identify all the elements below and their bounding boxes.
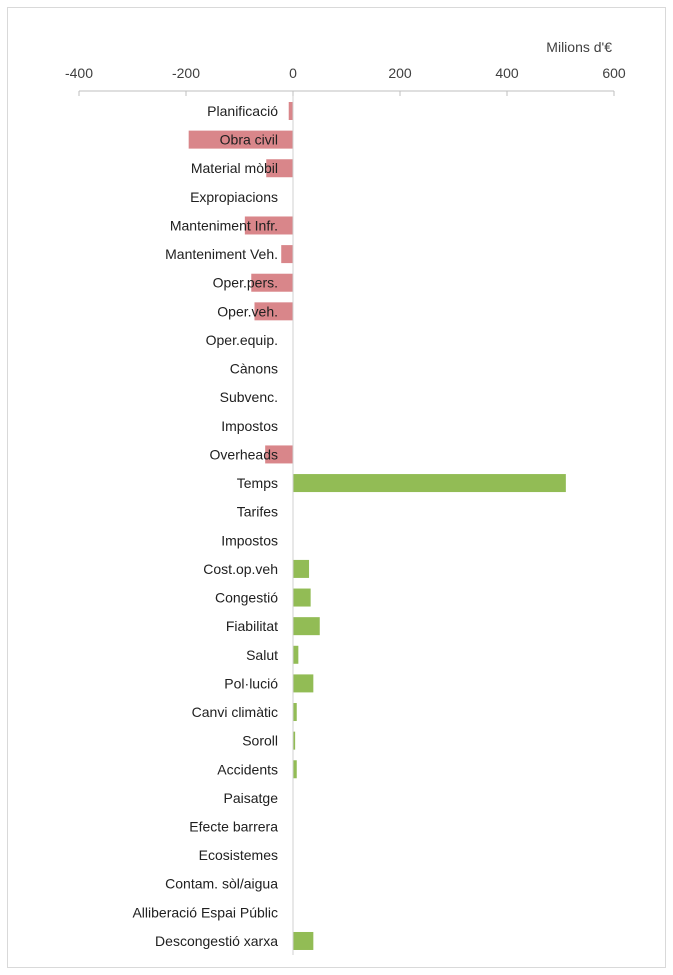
- category-label: Accidents: [217, 761, 278, 777]
- category-label: Temps: [237, 475, 278, 491]
- bar: [254, 302, 293, 321]
- category-label: Expropiacions: [190, 189, 278, 205]
- bar: [293, 588, 311, 607]
- category-label: Paisatge: [224, 790, 279, 806]
- category-label: Planificació: [207, 103, 278, 119]
- bar: [188, 130, 293, 149]
- category-label: Alliberació Espai Públic: [132, 904, 278, 920]
- category-label: Efecte barrera: [189, 819, 278, 835]
- category-label: Contam. sòl/aigua: [165, 876, 278, 892]
- x-tick-label: 600: [602, 65, 626, 81]
- bar: [288, 102, 293, 120]
- category-label: Ecosistemes: [199, 847, 278, 863]
- category-label: Cànons: [230, 361, 278, 377]
- bar: [293, 703, 297, 722]
- category-label: Material mòbil: [191, 160, 278, 176]
- category-label: Manteniment Infr.: [170, 217, 278, 233]
- x-tick-label: 200: [388, 65, 412, 81]
- category-label: Overheads: [210, 446, 278, 462]
- bar: [293, 645, 299, 664]
- bar: [281, 245, 293, 264]
- category-label: Impostos: [221, 532, 278, 548]
- category-label: Tarifes: [237, 504, 278, 520]
- bar: [266, 159, 293, 178]
- bar: [251, 273, 293, 292]
- bar: [293, 931, 314, 950]
- category-label: Soroll: [242, 733, 278, 749]
- x-tick-label: 0: [289, 65, 297, 81]
- x-tick-label: -400: [65, 65, 93, 81]
- bar: [293, 674, 314, 693]
- category-label: Subvenc.: [220, 389, 278, 405]
- bars: [188, 102, 566, 950]
- category-label: Congestió: [215, 590, 278, 606]
- bar: [293, 474, 566, 493]
- category-label: Manteniment Veh.: [165, 246, 278, 262]
- category-label: Salut: [246, 647, 278, 663]
- category-labels: Planificació Obra civil Material mòbil Expr…: [132, 103, 278, 949]
- category-label: Oper.pers.: [213, 275, 278, 291]
- bar: [293, 731, 296, 750]
- category-label: Obra civil: [220, 132, 278, 148]
- bar: [293, 559, 310, 578]
- category-label: Canvi climàtic: [192, 704, 278, 720]
- bar: [244, 216, 293, 235]
- bar: [265, 445, 293, 464]
- category-label: Impostos: [221, 418, 278, 434]
- category-label: Oper.equip.: [206, 332, 278, 348]
- unit-label: Milions d'€: [546, 39, 612, 55]
- category-label: Fiabilitat: [226, 618, 278, 634]
- category-label: Cost.op.veh: [203, 561, 278, 577]
- bar: [293, 617, 320, 636]
- x-axis-ticks: -400 -200 0 200 400 600: [65, 65, 626, 96]
- x-tick-label: 400: [495, 65, 519, 81]
- x-tick-label: -200: [172, 65, 200, 81]
- category-label: Oper.veh.: [217, 303, 278, 319]
- bar: [293, 760, 297, 779]
- category-label: Pol·lució: [224, 675, 278, 691]
- category-label: Descongestió xarxa: [155, 933, 278, 949]
